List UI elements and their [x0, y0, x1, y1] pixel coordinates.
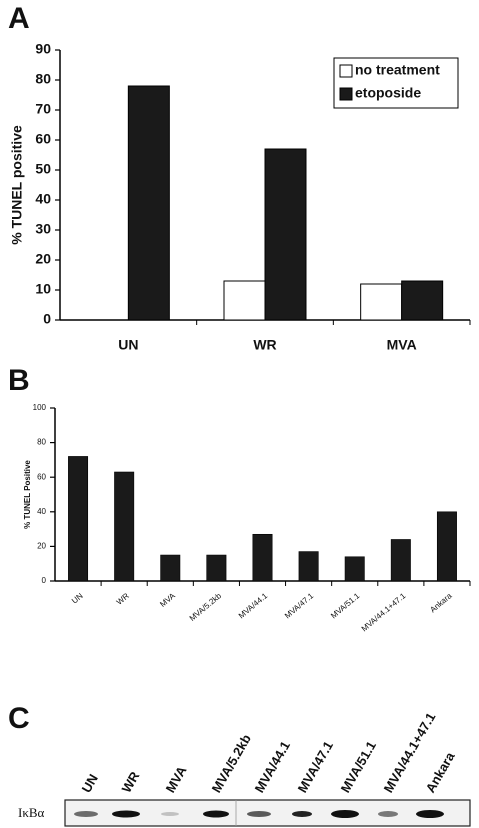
y-tick-label: 90: [35, 41, 51, 57]
y-tick-label: 40: [35, 191, 51, 207]
x-tick-label: UN: [70, 591, 85, 605]
y-tick-label: 70: [35, 101, 51, 117]
y-tick-label: 60: [37, 472, 46, 481]
bar: [114, 471, 135, 582]
bar: [206, 554, 227, 582]
bar: [160, 554, 181, 582]
y-tick-label: 80: [35, 71, 51, 87]
blot: [64, 799, 471, 827]
x-tick-label: MVA/44.1+47.1: [360, 591, 408, 633]
bar: [390, 539, 411, 582]
band: [161, 812, 179, 816]
lane-label: Ankara: [423, 749, 458, 795]
x-tick-label: MVA/47.1: [283, 591, 316, 620]
legend-label: etoposide: [355, 85, 421, 101]
legend-box: [333, 57, 459, 109]
band: [247, 811, 271, 817]
y-tick-label: 0: [42, 576, 47, 585]
x-tick-label: WR: [253, 337, 276, 353]
y-tick-label: 100: [33, 403, 47, 412]
legend-label: no treatment: [355, 62, 440, 78]
y-tick-label: 20: [37, 542, 46, 551]
lane-label: MVA: [163, 763, 190, 795]
y-tick-label: 10: [35, 281, 51, 297]
bar: [401, 280, 444, 321]
band: [331, 810, 359, 818]
x-tick-label: MVA: [387, 337, 417, 353]
bar: [127, 85, 170, 321]
bar: [344, 556, 365, 582]
lane-label: UN: [79, 771, 101, 795]
bar: [223, 280, 266, 321]
y-tick-label: 0: [43, 311, 51, 327]
y-tick-label: 50: [35, 161, 51, 177]
lane-label: MVA/44.1: [252, 738, 293, 795]
bar: [68, 456, 89, 582]
bar: [360, 283, 403, 321]
x-tick-label: UN: [118, 337, 138, 353]
panel-label: C: [8, 702, 30, 735]
lane-label: MVA/5.2kb: [209, 732, 254, 796]
y-tick-label: 40: [37, 507, 46, 516]
bar: [252, 533, 273, 582]
y-tick-label: 80: [37, 438, 46, 447]
lane-label: MVA/47.1: [295, 738, 336, 795]
x-tick-label: MVA/51.1: [329, 591, 362, 620]
lane-label: WR: [119, 768, 143, 795]
band: [416, 810, 444, 818]
y-axis-label: % TUNEL positive: [9, 125, 25, 245]
bar: [264, 148, 307, 321]
x-tick-label: WR: [115, 591, 131, 607]
band: [292, 811, 312, 817]
band: [378, 811, 398, 817]
legend-swatch: [339, 64, 353, 78]
band: [203, 810, 229, 818]
band: [74, 811, 98, 817]
x-tick-label: Ankara: [428, 591, 454, 615]
y-axis-label: % TUNEL Positive: [23, 460, 32, 529]
y-tick-label: 20: [35, 251, 51, 267]
legend-swatch: [339, 87, 353, 101]
x-tick-label: MVA: [158, 591, 177, 609]
y-tick-label: 60: [35, 131, 51, 147]
x-tick-label: MVA/5.2kb: [188, 591, 224, 623]
lane-label: MVA/51.1: [338, 738, 379, 795]
bar: [298, 551, 319, 582]
x-tick-label: MVA/44.1: [237, 591, 270, 620]
blot-row-label: IκBα: [18, 805, 45, 820]
bar: [436, 511, 457, 582]
panel-label: A: [8, 2, 30, 35]
panel-label: B: [8, 364, 30, 397]
band: [112, 810, 140, 818]
y-tick-label: 30: [35, 221, 51, 237]
